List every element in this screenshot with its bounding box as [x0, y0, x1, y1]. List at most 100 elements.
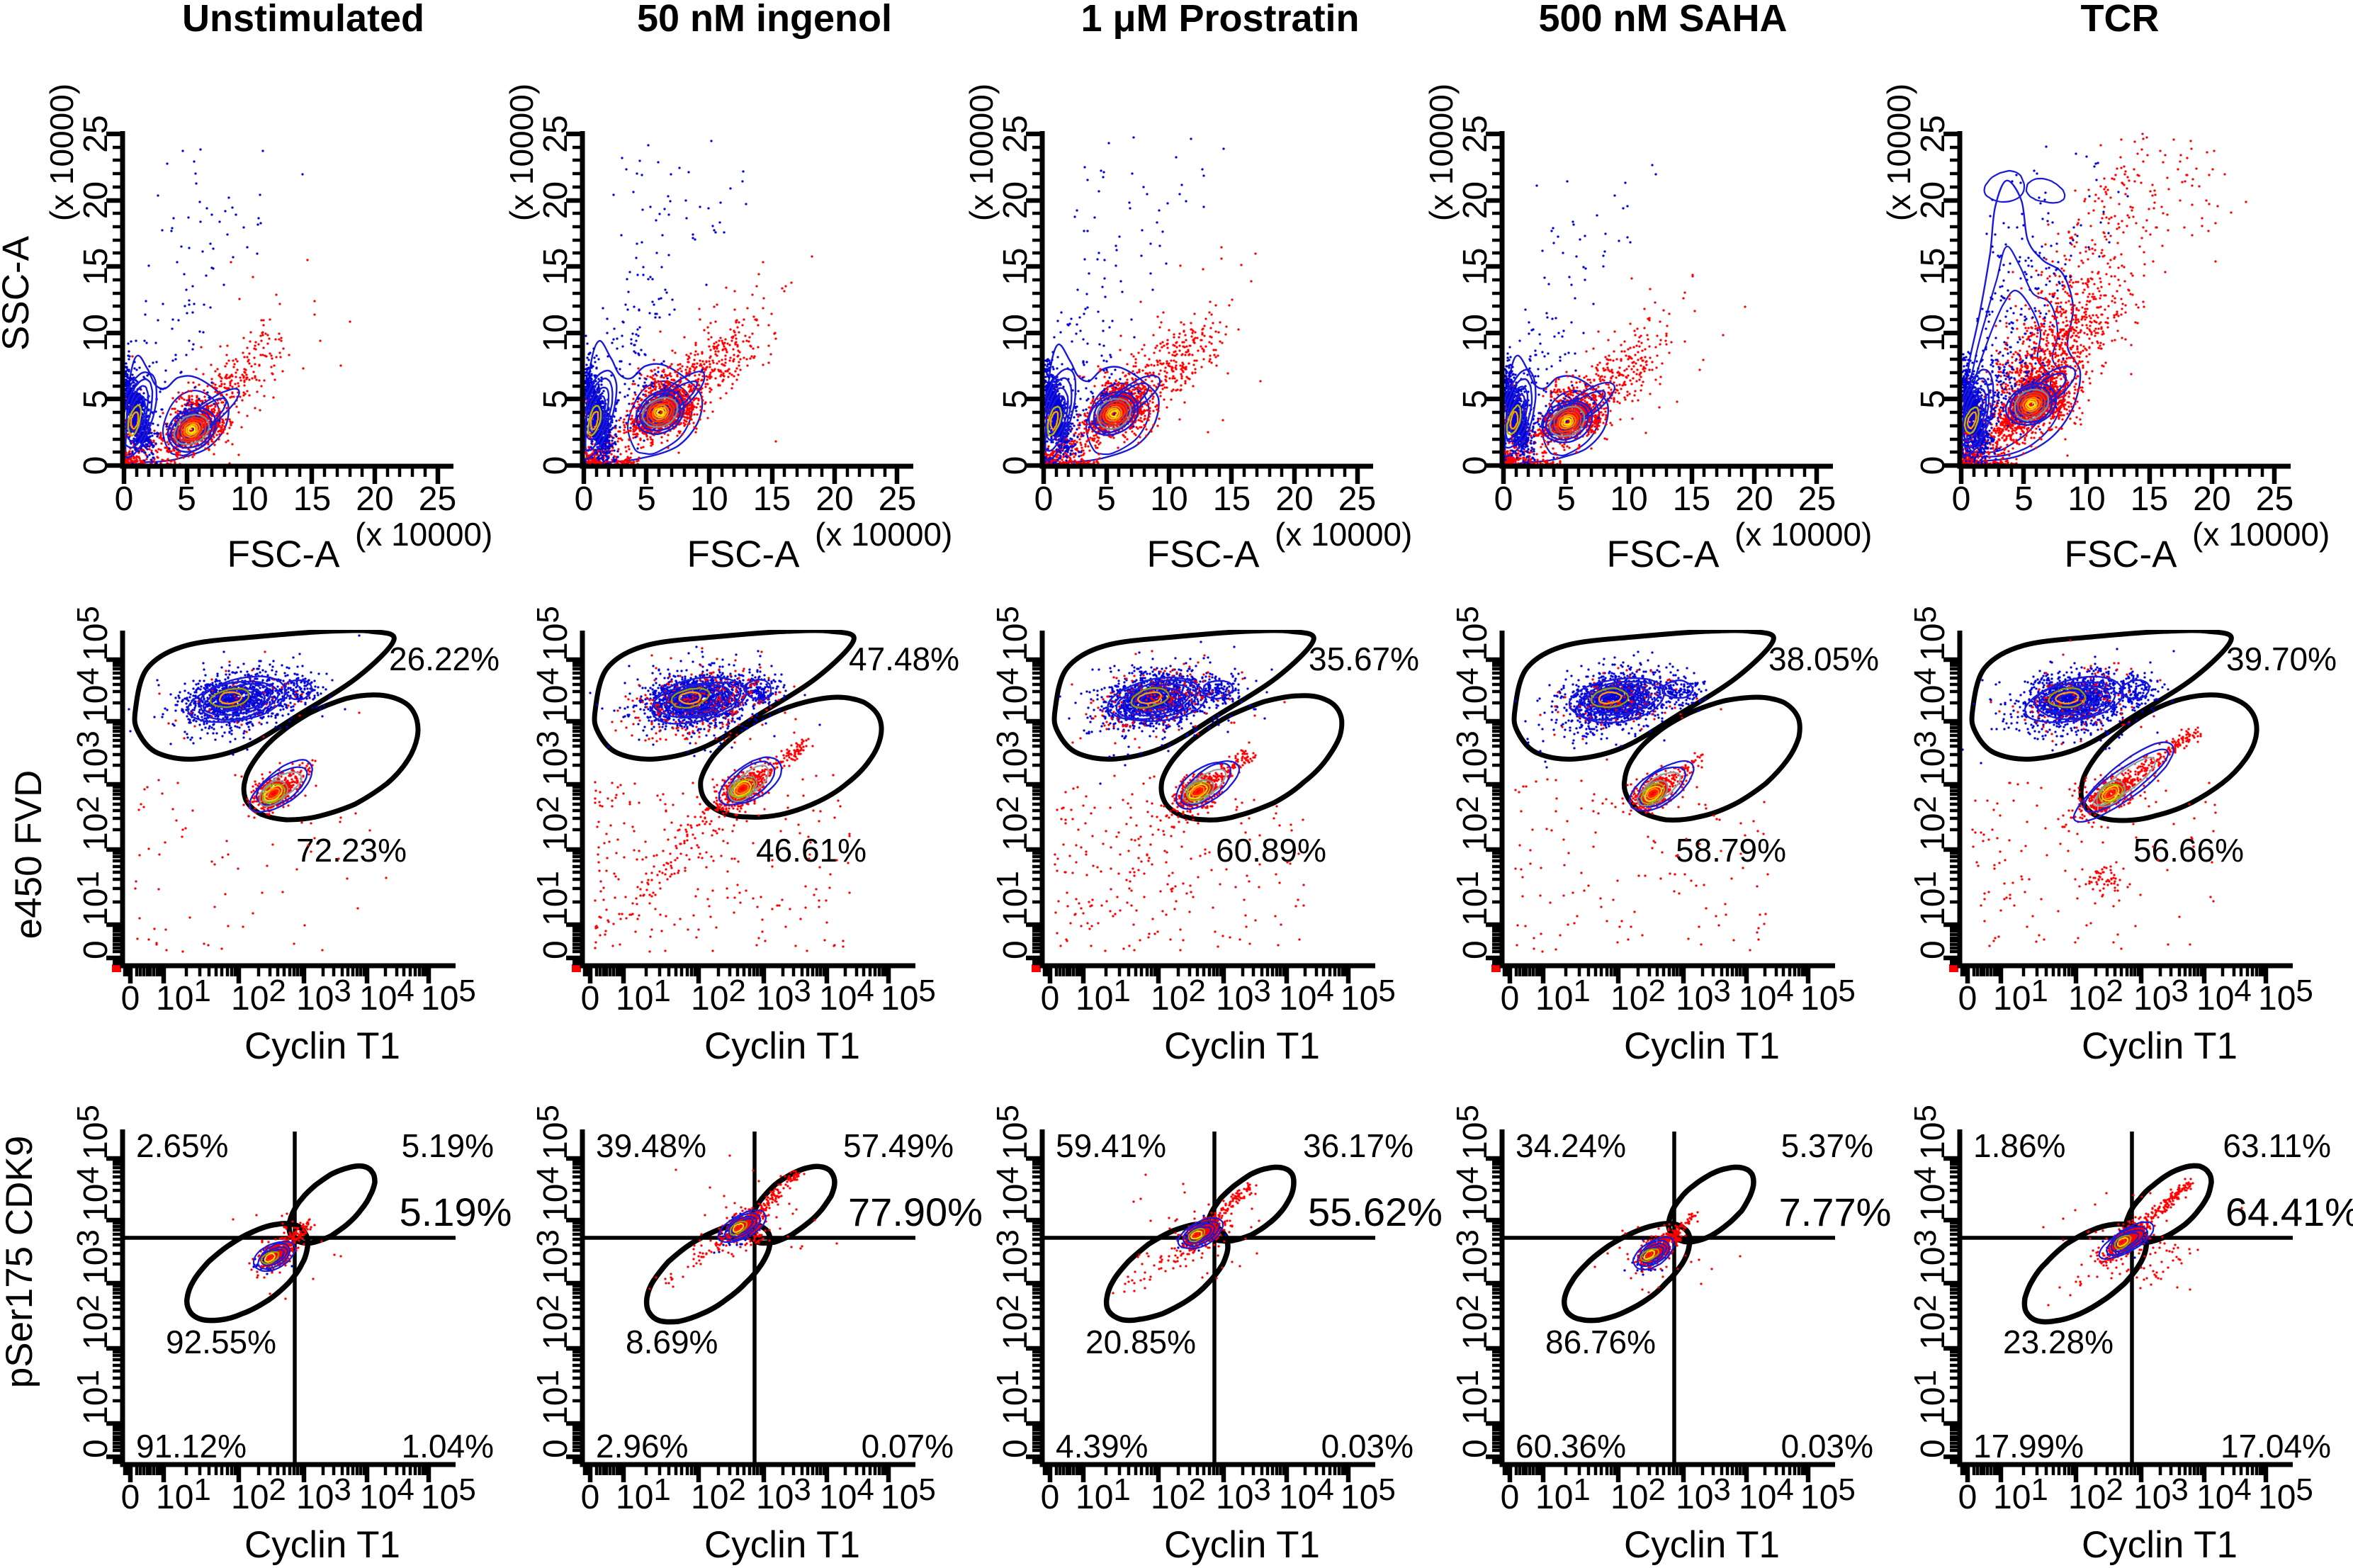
svg-text:103: 103	[991, 731, 1034, 786]
svg-text:104: 104	[1908, 1166, 1952, 1222]
svg-text:104: 104	[1739, 974, 1794, 1017]
svg-text:25: 25	[537, 115, 575, 152]
svg-text:105: 105	[991, 606, 1034, 661]
svg-text:15: 15	[77, 248, 115, 286]
svg-text:15: 15	[1457, 248, 1494, 286]
svg-text:104: 104	[1279, 974, 1334, 1017]
svg-text:5: 5	[997, 390, 1034, 409]
svg-text:1 μM Prostratin: 1 μM Prostratin	[1080, 0, 1359, 40]
svg-text:105: 105	[1800, 974, 1856, 1017]
svg-text:102: 102	[1610, 974, 1666, 1017]
svg-text:0: 0	[1041, 1479, 1060, 1516]
svg-text:26.22%: 26.22%	[389, 641, 500, 677]
svg-text:104: 104	[359, 974, 414, 1017]
svg-text:101: 101	[1076, 974, 1131, 1017]
svg-text:103: 103	[296, 1472, 351, 1516]
svg-text:Cyclin T1: Cyclin T1	[1624, 1524, 1780, 1566]
svg-text:0: 0	[1914, 940, 1952, 959]
svg-text:25: 25	[77, 115, 115, 152]
svg-text:0: 0	[1457, 940, 1494, 959]
svg-text:104: 104	[2196, 1472, 2252, 1516]
svg-text:104: 104	[2196, 974, 2252, 1017]
svg-text:5.37%: 5.37%	[1781, 1127, 1873, 1164]
svg-text:101: 101	[1450, 1370, 1494, 1425]
svg-text:105: 105	[531, 606, 575, 661]
svg-text:38.05%: 38.05%	[1768, 641, 1879, 677]
svg-text:0.07%: 0.07%	[862, 1428, 954, 1465]
svg-text:20: 20	[816, 480, 853, 518]
svg-text:101: 101	[1450, 871, 1494, 926]
svg-text:0: 0	[581, 980, 600, 1017]
svg-text:10: 10	[1150, 480, 1187, 518]
svg-text:Cyclin T1: Cyclin T1	[1164, 1025, 1320, 1067]
svg-text:104: 104	[531, 1166, 575, 1222]
svg-text:103: 103	[2133, 1472, 2189, 1516]
svg-text:102: 102	[231, 1472, 286, 1516]
svg-text:77.90%: 77.90%	[848, 1190, 983, 1234]
svg-text:86.76%: 86.76%	[1545, 1324, 1656, 1360]
svg-text:e450 FVD: e450 FVD	[8, 770, 50, 940]
svg-text:102: 102	[1610, 1472, 1666, 1516]
svg-text:104: 104	[991, 667, 1034, 723]
svg-text:39.48%: 39.48%	[596, 1127, 706, 1164]
svg-text:(x 10000): (x 10000)	[1275, 516, 1412, 553]
svg-text:105: 105	[71, 1105, 115, 1160]
svg-text:92.55%: 92.55%	[166, 1324, 276, 1360]
svg-text:0: 0	[1034, 480, 1054, 518]
svg-text:105: 105	[421, 974, 476, 1017]
svg-text:2.96%: 2.96%	[596, 1428, 688, 1465]
svg-text:101: 101	[991, 871, 1034, 926]
svg-text:0: 0	[1457, 456, 1494, 475]
svg-text:50 nM ingenol: 50 nM ingenol	[637, 0, 892, 40]
svg-text:20: 20	[1735, 480, 1773, 518]
svg-text:pSer175 CDK9: pSer175 CDK9	[0, 1136, 40, 1388]
svg-text:103: 103	[991, 1229, 1034, 1285]
svg-text:0: 0	[121, 1479, 140, 1516]
svg-text:(x 10000): (x 10000)	[1423, 84, 1460, 221]
svg-text:0: 0	[997, 456, 1034, 475]
svg-text:0: 0	[537, 940, 575, 959]
svg-text:101: 101	[1076, 1472, 1131, 1516]
svg-text:(x 10000): (x 10000)	[503, 84, 540, 221]
svg-text:102: 102	[531, 796, 575, 851]
svg-text:102: 102	[71, 796, 115, 851]
svg-text:0: 0	[1041, 980, 1060, 1017]
svg-text:105: 105	[881, 1472, 936, 1516]
svg-text:103: 103	[1450, 1229, 1494, 1285]
svg-text:102: 102	[1151, 974, 1206, 1017]
svg-text:0: 0	[1958, 980, 1977, 1017]
svg-text:Cyclin T1: Cyclin T1	[244, 1524, 400, 1566]
svg-text:(x 10000): (x 10000)	[2192, 516, 2330, 553]
svg-text:5.19%: 5.19%	[402, 1127, 494, 1164]
svg-text:104: 104	[1450, 667, 1494, 723]
svg-text:15: 15	[2131, 480, 2168, 518]
svg-text:5: 5	[77, 390, 115, 409]
svg-text:0: 0	[115, 480, 134, 518]
svg-text:59.41%: 59.41%	[1056, 1127, 1166, 1164]
svg-text:25: 25	[997, 115, 1034, 152]
svg-text:0: 0	[1501, 1479, 1520, 1516]
svg-text:105: 105	[1341, 1472, 1396, 1516]
svg-text:15: 15	[1914, 248, 1952, 286]
svg-text:64.41%: 64.41%	[2225, 1190, 2353, 1234]
svg-text:105: 105	[1450, 606, 1494, 661]
svg-text:20.85%: 20.85%	[1085, 1324, 1196, 1360]
svg-text:0: 0	[997, 1439, 1034, 1458]
svg-text:104: 104	[819, 974, 874, 1017]
svg-text:105: 105	[1450, 1105, 1494, 1160]
svg-text:25: 25	[419, 480, 456, 518]
svg-text:101: 101	[1993, 974, 2048, 1017]
svg-text:0: 0	[1958, 1479, 1977, 1516]
svg-text:102: 102	[2068, 974, 2123, 1017]
svg-text:55.62%: 55.62%	[1308, 1190, 1443, 1234]
svg-text:10: 10	[690, 480, 728, 518]
svg-text:101: 101	[616, 1472, 671, 1516]
svg-text:20: 20	[537, 181, 575, 219]
svg-text:20: 20	[1914, 181, 1952, 219]
svg-text:0: 0	[1501, 980, 1520, 1017]
svg-text:60.89%: 60.89%	[1216, 832, 1326, 869]
svg-text:91.12%: 91.12%	[136, 1428, 247, 1465]
svg-text:20: 20	[1275, 480, 1313, 518]
svg-text:25: 25	[1338, 480, 1376, 518]
svg-text:10: 10	[2067, 480, 2105, 518]
